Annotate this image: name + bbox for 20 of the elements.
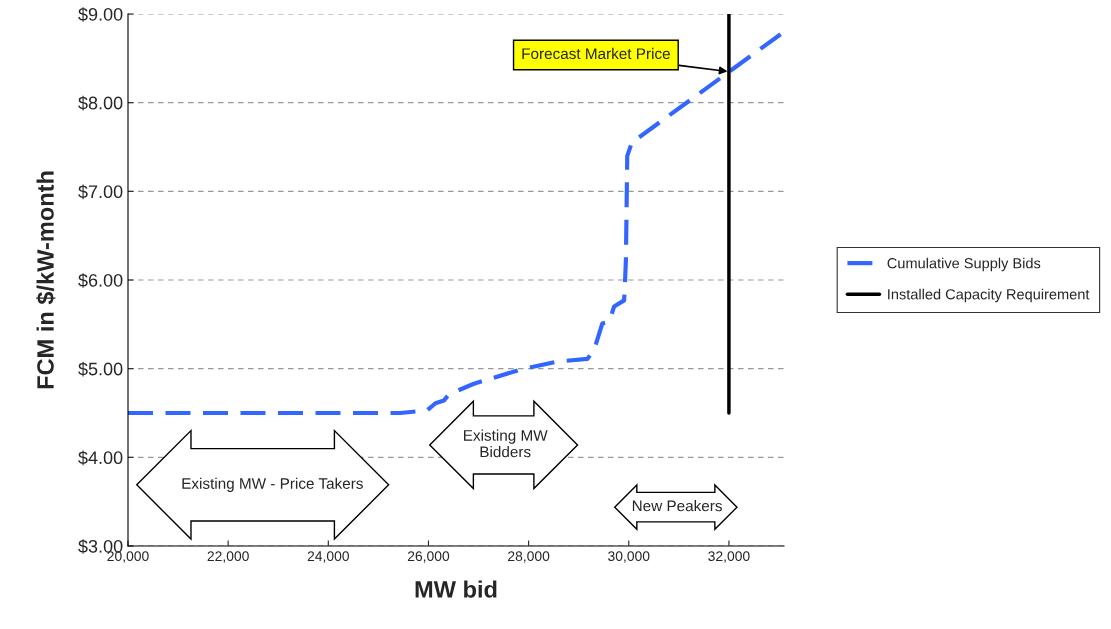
legend-label: Installed Capacity Requirement (888, 288, 1090, 303)
y-tick-label: $9.00 (78, 7, 123, 22)
annotation: New Peakers (632, 500, 722, 512)
x-tick-label: 30,000 (608, 551, 650, 563)
annotation: Existing MW - Price Takers (182, 477, 363, 492)
x-tick-label: 22,000 (207, 551, 249, 563)
x-tick-label: 32,000 (708, 551, 750, 563)
x-axis-title: MW bid (415, 580, 497, 598)
x-tick-label: 28,000 (508, 551, 550, 563)
y-tick-label: $7.00 (78, 184, 123, 200)
annotation: Existing MW Bidders (464, 429, 548, 458)
x-tick-label: 24,000 (307, 551, 349, 563)
y-tick-label: $4.00 (78, 450, 123, 466)
y-tick-label: $6.00 (78, 273, 123, 288)
annotation: Forecast Market Price (522, 47, 670, 60)
y-tick-label: $5.00 (78, 361, 123, 377)
x-tick-label: 26,000 (407, 551, 450, 563)
y-tick-label: $8.00 (78, 95, 123, 111)
legend-label: Cumulative Supply Bids (887, 257, 1041, 272)
y-axis-title: FCM in $/kW-month (36, 171, 56, 389)
